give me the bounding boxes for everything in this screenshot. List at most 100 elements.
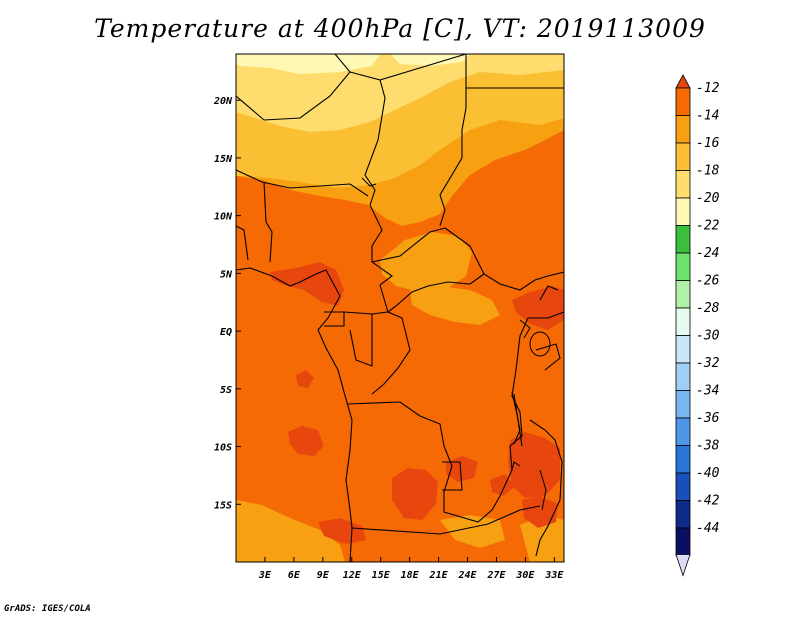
- colorbar-label: -40: [696, 466, 720, 481]
- lake-victoria: [529, 331, 551, 357]
- colorbar-label: -16: [696, 136, 720, 151]
- shade-minus12-patch: [508, 432, 560, 498]
- lat-tick-label: 10S: [214, 443, 232, 454]
- shade-minus12-patch: [270, 262, 344, 306]
- lon-tick-label: 27E: [486, 570, 506, 581]
- lon-tick-label: 15E: [372, 570, 391, 581]
- border-line: [371, 227, 446, 263]
- lon-tick-label: 3E: [258, 570, 272, 581]
- colorbar-label: -24: [696, 246, 719, 261]
- lat-tick-label: 5N: [220, 269, 233, 280]
- colorbar-swatch: [675, 280, 691, 309]
- map-frame: [235, 53, 565, 563]
- lake-mweru: [511, 461, 521, 471]
- shade-minus12-patch: [490, 474, 515, 496]
- colorbar-label: -44: [696, 521, 719, 536]
- country-borders: [236, 54, 564, 562]
- colorbar-swatch: [675, 472, 691, 501]
- lon-tick-label: 18E: [401, 570, 420, 581]
- border-line: [443, 492, 501, 523]
- border-line: [528, 311, 564, 319]
- border-line: [343, 311, 373, 367]
- shade-minus16-pocket: [236, 500, 345, 562]
- colorbar: -12 -14 -16 -18 -20 -22 -24 -26 -28 -30 -32 -34 -36 -…: [675, 74, 720, 577]
- colorbar-swatch: [675, 87, 691, 116]
- shade-minus12-patch: [296, 370, 314, 388]
- colorbar-label: -26: [696, 274, 720, 289]
- shade-minus12-patch: [288, 426, 324, 456]
- colorbar-swatch: [675, 390, 691, 419]
- lake-albert: [519, 319, 531, 339]
- shade-minus12-patch: [318, 518, 366, 544]
- lon-tick-label: 30E: [515, 570, 535, 581]
- coastline: [529, 419, 563, 557]
- colorbar-swatch: [675, 142, 691, 171]
- lon-tick-label: 6E: [288, 570, 301, 581]
- colorbar-label: -20: [696, 191, 720, 206]
- lon-tick-label: 21E: [429, 570, 449, 581]
- shade-minus12-patch: [392, 468, 438, 520]
- border-line: [371, 311, 411, 395]
- colorbar-label: -34: [696, 384, 719, 399]
- lon-tick-label: 12E: [343, 570, 362, 581]
- border-line: [351, 505, 541, 535]
- latitude-axis: 20N 15N 10N 5N EQ 5S 10S 15S: [213, 96, 241, 511]
- border-line: [236, 225, 249, 261]
- colorbar-swatch: [675, 445, 691, 474]
- lon-tick-label: 33E: [544, 570, 564, 581]
- shade-minus22-patch: [236, 54, 380, 74]
- colorbar-swatch: [675, 307, 691, 336]
- longitude-axis: 3E 6E 9E 12E 15E 18E 21E 24E 27E 30E 33E: [258, 557, 564, 581]
- shade-minus16-pocket: [410, 286, 500, 325]
- lat-tick-label: 15S: [214, 500, 232, 511]
- shade-minus20-band: [236, 54, 564, 132]
- coastline: [236, 267, 353, 529]
- colorbar-swatch: [675, 527, 691, 556]
- temperature-field: [236, 54, 564, 562]
- border-line: [442, 461, 463, 491]
- border-line: [263, 181, 273, 263]
- colorbar-bottom-arrow: [675, 554, 691, 577]
- colorbar-label: -18: [696, 164, 720, 179]
- lat-tick-label: 10N: [214, 212, 233, 223]
- colorbar-swatch: [675, 500, 691, 529]
- colorbar-swatch: [675, 417, 691, 446]
- colorbar-label: -38: [696, 439, 720, 454]
- border-line: [535, 343, 561, 371]
- shade-minus16-pocket: [520, 515, 564, 562]
- colorbar-label: -32: [696, 356, 720, 371]
- colorbar-top-arrow: [675, 74, 691, 89]
- lon-tick-label: 9E: [317, 570, 330, 581]
- border-line: [324, 311, 345, 327]
- colorbar-label: -12: [696, 81, 720, 96]
- colorbar-label: -14: [696, 109, 719, 124]
- border-line: [236, 54, 351, 121]
- lon-tick-label: 24E: [457, 570, 477, 581]
- shade-minus12-patch: [522, 496, 558, 528]
- colorbar-label: -28: [696, 301, 720, 316]
- border-line: [236, 169, 369, 197]
- border-line: [439, 54, 467, 227]
- lat-tick-label: EQ: [220, 327, 232, 338]
- border-line: [387, 273, 485, 313]
- grads-credit: GrADS: IGES/COLA: [4, 604, 91, 614]
- map-title: Temperature at 400hPa [C], VT: 201911300…: [94, 14, 706, 43]
- border-line: [349, 527, 353, 562]
- lake-malawi: [539, 469, 547, 511]
- colorbar-label: -30: [696, 329, 720, 344]
- colorbar-swatch: [675, 335, 691, 364]
- border-line: [347, 401, 453, 493]
- colorbar-swatch: [675, 225, 691, 254]
- colorbar-swatch: [675, 252, 691, 281]
- colorbar-label: -36: [696, 411, 720, 426]
- shade-minus16-pocket: [380, 232, 472, 292]
- colorbar-swatch: [675, 170, 691, 199]
- lakes: [361, 177, 551, 511]
- colorbar-swatch: [675, 197, 691, 226]
- border-line: [379, 54, 467, 81]
- shade-minus14-region: [236, 130, 564, 562]
- colorbar-swatch: [675, 362, 691, 391]
- colorbar-swatch: [675, 115, 691, 144]
- colorbar-label: -42: [696, 494, 720, 509]
